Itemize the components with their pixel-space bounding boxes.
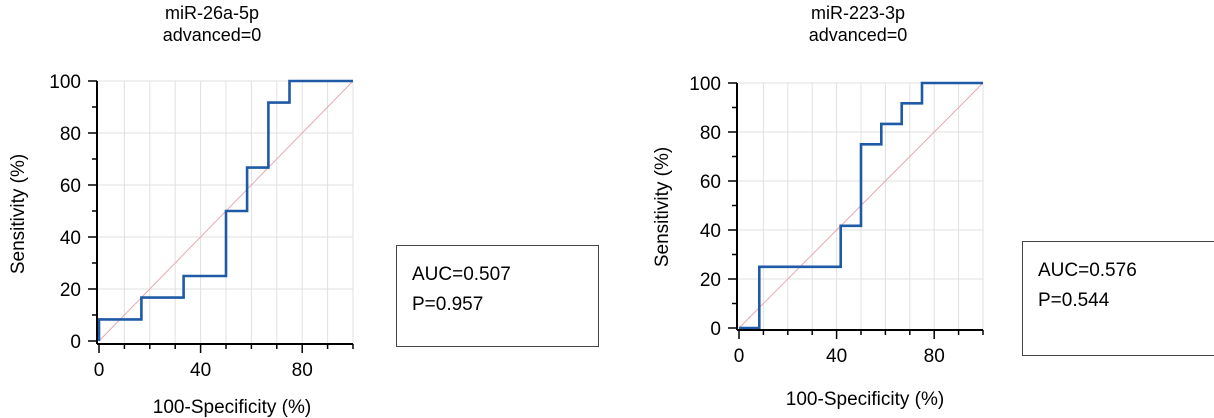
p-value-2: P=0.544 — [1038, 290, 1110, 311]
chart-2-xlabel: 100-Specificity (%) — [786, 389, 944, 410]
x-tick-label: 0 — [94, 360, 105, 381]
x-tick-label: 40 — [826, 346, 847, 367]
chart-2-ylabel: Sensitivity (%) — [652, 147, 673, 267]
x-tick-label: 80 — [292, 360, 313, 381]
auc-value-2: AUC=0.576 — [1038, 260, 1137, 281]
y-tick-label: 80 — [60, 124, 81, 145]
x-tick-label: 80 — [924, 346, 945, 367]
roc-chart-1: miR-26a-5p advanced=0 100-Specificity (%… — [0, 0, 380, 418]
chart-1-title: miR-26a-5p — [165, 3, 259, 23]
y-tick-label: 20 — [60, 280, 81, 301]
y-tick-label: 40 — [60, 228, 81, 249]
roc-chart-1-svg: miR-26a-5p advanced=0 100-Specificity (%… — [8, 3, 354, 418]
y-tick-label: 0 — [70, 332, 81, 353]
roc-chart-2-svg: miR-223-3p advanced=0 100-Specificity (%… — [652, 3, 984, 410]
y-tick-label: 60 — [60, 176, 81, 197]
auc-value-1: AUC=0.507 — [412, 264, 511, 285]
chart-2-title: miR-223-3p — [811, 3, 905, 23]
roc-chart-2: miR-223-3p advanced=0 100-Specificity (%… — [640, 0, 1020, 418]
y-tick-label: 20 — [700, 270, 721, 291]
chart-2-roc-curve — [739, 81, 983, 330]
chart-1-xlabel: 100-Specificity (%) — [153, 397, 311, 418]
chart-2-grid — [737, 82, 984, 330]
y-tick-label: 60 — [700, 172, 721, 193]
p-value-1: P=0.957 — [412, 294, 484, 315]
x-tick-label: 40 — [190, 360, 211, 381]
y-tick-label: 100 — [49, 72, 81, 93]
y-tick-label: 80 — [700, 123, 721, 144]
x-tick-label: 0 — [734, 346, 745, 367]
chart-1-subtitle: advanced=0 — [163, 25, 262, 45]
chart-1-roc-curve — [97, 79, 353, 341]
stats-box-2: AUC=0.576 P=0.544 — [1022, 241, 1214, 356]
y-tick-label: 0 — [710, 319, 721, 340]
chart-2-subtitle: advanced=0 — [809, 25, 908, 45]
y-tick-label: 40 — [700, 221, 721, 242]
chart-1-ylabel: Sensitivity (%) — [8, 154, 29, 274]
stats-box-1: AUC=0.507 P=0.957 — [396, 245, 599, 347]
y-tick-label: 100 — [689, 74, 721, 95]
